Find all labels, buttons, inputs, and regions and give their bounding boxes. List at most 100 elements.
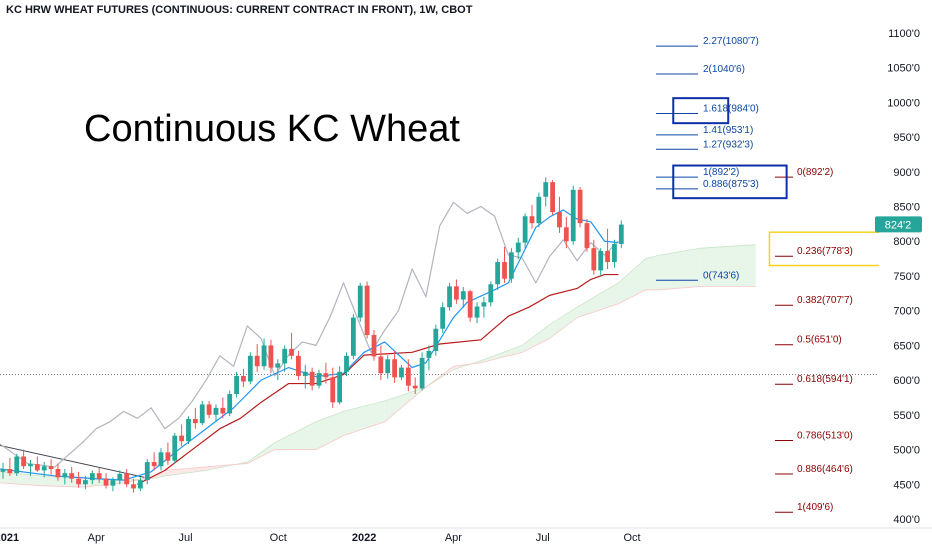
price-tick-label: 1050'0 [887, 63, 920, 75]
time-tick-label: 2022 [352, 532, 376, 544]
time-tick-label: Apr [88, 532, 105, 544]
candle-body [124, 473, 130, 485]
candle-body [536, 196, 542, 224]
candle-body [412, 385, 418, 389]
candle-body [96, 473, 102, 479]
cloud-segment [343, 400, 385, 436]
candles [0, 177, 624, 493]
cloud-segment [164, 466, 207, 476]
candle-body [254, 355, 260, 367]
candle-body [584, 223, 590, 249]
cloud-segment [522, 324, 550, 353]
candle-body [392, 359, 397, 378]
last-price-tag [875, 216, 922, 233]
fib-retr-label: 0.786(513'0) [797, 431, 853, 442]
candle-body [144, 462, 150, 481]
candle-body [165, 452, 171, 461]
candle-body [62, 473, 68, 478]
candle-body [227, 394, 233, 414]
candle-body [206, 404, 212, 415]
candle-body [350, 317, 356, 356]
candle-body [7, 469, 13, 474]
candle-body [192, 419, 198, 424]
candle-body [117, 473, 123, 481]
fib-retr-label: 0(892'2) [797, 167, 833, 178]
candle-body [508, 252, 514, 279]
candle-body [234, 375, 239, 394]
candle-body [110, 480, 116, 486]
fib-retr-label: 0.886(464'6) [797, 464, 853, 475]
trendline [0, 445, 145, 478]
candle-body [577, 189, 583, 224]
chart-title: KC HRW WHEAT FUTURES (CONTINUOUS: CURREN… [6, 4, 473, 16]
candle-body [0, 469, 6, 472]
candle-body [69, 473, 75, 479]
candle-body [275, 363, 281, 368]
time-axis: AprJulOct2021AprJulOct2022AprJulOct [0, 527, 932, 550]
annotation-text: Continuous KC Wheat [84, 108, 460, 150]
candle-body [357, 285, 363, 318]
price-tick-label: 450'0 [893, 479, 920, 491]
time-tick-label: Oct [623, 532, 640, 544]
price-tick-label: 900'0 [893, 167, 920, 179]
candle-body [612, 244, 617, 263]
candle-body [440, 307, 446, 329]
candle-body [55, 469, 61, 478]
time-tick-label: Jul [536, 532, 550, 544]
candle-body [138, 480, 143, 489]
candle-body [131, 484, 136, 489]
candle-body [172, 435, 178, 461]
time-tick-label: Apr [445, 532, 462, 544]
target-box [672, 97, 730, 125]
time-axis-background [0, 528, 932, 550]
price-tick-label: 600'0 [893, 375, 920, 387]
price-tick-label: 650'0 [893, 340, 920, 352]
candle-body [247, 355, 253, 382]
candle-body [488, 284, 494, 303]
candle-body [323, 373, 329, 378]
candle-body [261, 345, 267, 367]
candle-body [186, 419, 191, 442]
candle-body [502, 262, 507, 279]
candle-body [618, 224, 624, 244]
candle-body [399, 367, 404, 378]
candle-body [220, 407, 226, 414]
candle-body [454, 286, 459, 300]
price-tick-label: 550'0 [893, 410, 920, 422]
price-tick-label: 750'0 [893, 271, 920, 283]
candle-body [495, 262, 501, 285]
cloud-segment [659, 248, 701, 290]
fibonacci-levels: 2.27(1080'7) 2(1040'6) 1.618(984'0) 1.41(95… [656, 36, 853, 513]
candle-body [268, 345, 274, 368]
candle-body [605, 250, 610, 263]
time-tick-label: Oct [270, 532, 287, 544]
candle-body [241, 375, 246, 382]
candle-body [213, 407, 219, 415]
candle-body [591, 248, 597, 271]
lagging-span-line [0, 201, 619, 468]
candle-body [557, 212, 562, 228]
candle-body [344, 355, 349, 372]
price-tick-label: 1000'0 [887, 97, 920, 109]
candle-body [296, 355, 301, 376]
candle-body [302, 371, 308, 376]
kijun-line [137, 273, 619, 485]
time-tick-label: Jul [178, 532, 192, 544]
candle-body [199, 404, 205, 424]
fib-ext-label: 0.886(875'3) [703, 179, 759, 190]
price-axis: 1100'0 1050'0 1000'0 950'0 900'0 850'0 800'0 75… [875, 0, 932, 528]
ichimoku-cloud [0, 244, 756, 488]
candle-body [515, 242, 521, 253]
price-tick-label: 850'0 [893, 202, 920, 214]
cloud-segment [577, 282, 619, 318]
candle-body [419, 357, 425, 389]
candle-body [481, 302, 487, 307]
cloud-segment [480, 345, 523, 363]
candle-body [474, 306, 480, 318]
candle-body [179, 435, 185, 442]
candle-body [460, 291, 466, 300]
fib-ext-label: 2(1040'6) [703, 64, 745, 75]
candle-body [426, 350, 432, 358]
